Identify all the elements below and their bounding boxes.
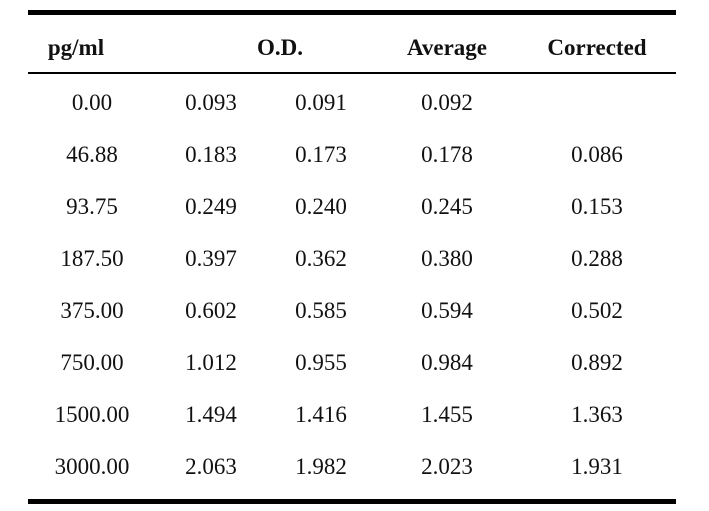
- table-body: 0.00 0.093 0.091 0.092 46.88 0.183 0.173…: [28, 77, 676, 493]
- cell-corrected: 0.892: [571, 350, 623, 375]
- cell-corrected: [518, 77, 676, 129]
- table-row: 750.00 1.012 0.955 0.984 0.892: [28, 337, 676, 389]
- table-header-rule: [28, 72, 676, 74]
- cell-od-2: 0.173: [295, 142, 347, 167]
- table-row: 375.00 0.602 0.585 0.594 0.502: [28, 285, 676, 337]
- cell-od-2: 0.362: [295, 246, 347, 271]
- cell-concentration: 750.00: [60, 350, 124, 375]
- cell-concentration: 93.75: [66, 194, 118, 219]
- table-row: 93.75 0.249 0.240 0.245 0.153: [28, 181, 676, 233]
- header-average: Average: [406, 34, 488, 60]
- cell-corrected: 0.288: [571, 246, 623, 271]
- cell-corrected: 0.502: [571, 298, 623, 323]
- cell-od-1: 0.397: [185, 246, 237, 271]
- cell-corrected: 1.931: [571, 454, 623, 479]
- cell-concentration: 187.50: [60, 246, 124, 271]
- header-od: O.D.: [257, 34, 303, 60]
- cell-average: 0.245: [421, 194, 473, 219]
- cell-average: 0.380: [421, 246, 473, 271]
- cell-od-2: 0.585: [295, 298, 347, 323]
- cell-od-1: 1.494: [185, 402, 237, 427]
- cell-od-2: 0.955: [295, 350, 347, 375]
- table-row: 187.50 0.397 0.362 0.380 0.288: [28, 233, 676, 285]
- cell-concentration: 375.00: [60, 298, 124, 323]
- cell-average: 1.455: [421, 402, 473, 427]
- cell-concentration: 0.00: [71, 90, 113, 115]
- cell-concentration: 1500.00: [54, 402, 130, 427]
- standard-curve-table: pg/ml O.D. Average Corrected 0.00 0.093 …: [28, 10, 676, 504]
- cell-od-2: 0.091: [295, 90, 347, 115]
- cell-concentration: 46.88: [66, 142, 118, 167]
- cell-average: 2.023: [421, 454, 473, 479]
- table-top-rule: [28, 10, 676, 15]
- cell-od-1: 0.093: [185, 90, 237, 115]
- cell-corrected: 0.153: [571, 194, 623, 219]
- cell-od-1: 0.602: [185, 298, 237, 323]
- table-header-row: pg/ml O.D. Average Corrected: [28, 15, 676, 72]
- table-row: 0.00 0.093 0.091 0.092: [28, 77, 676, 129]
- cell-od-1: 0.183: [185, 142, 237, 167]
- cell-average: 0.594: [421, 298, 473, 323]
- table-row: 46.88 0.183 0.173 0.178 0.086: [28, 129, 676, 181]
- cell-average: 0.092: [421, 90, 473, 115]
- cell-od-2: 0.240: [295, 194, 347, 219]
- cell-od-2: 1.982: [295, 454, 347, 479]
- table-row: 3000.00 2.063 1.982 2.023 1.931: [28, 441, 676, 493]
- cell-od-1: 2.063: [185, 454, 237, 479]
- header-corrected: Corrected: [547, 34, 647, 60]
- cell-corrected: 1.363: [571, 402, 623, 427]
- table-row: 1500.00 1.494 1.416 1.455 1.363: [28, 389, 676, 441]
- cell-concentration: 3000.00: [54, 454, 130, 479]
- cell-average: 0.984: [421, 350, 473, 375]
- cell-od-2: 1.416: [295, 402, 347, 427]
- table-bottom-rule: [28, 499, 676, 504]
- cell-corrected: 0.086: [571, 142, 623, 167]
- cell-od-1: 0.249: [185, 194, 237, 219]
- cell-average: 0.178: [421, 142, 473, 167]
- header-concentration: pg/ml: [47, 34, 105, 60]
- cell-od-1: 1.012: [185, 350, 237, 375]
